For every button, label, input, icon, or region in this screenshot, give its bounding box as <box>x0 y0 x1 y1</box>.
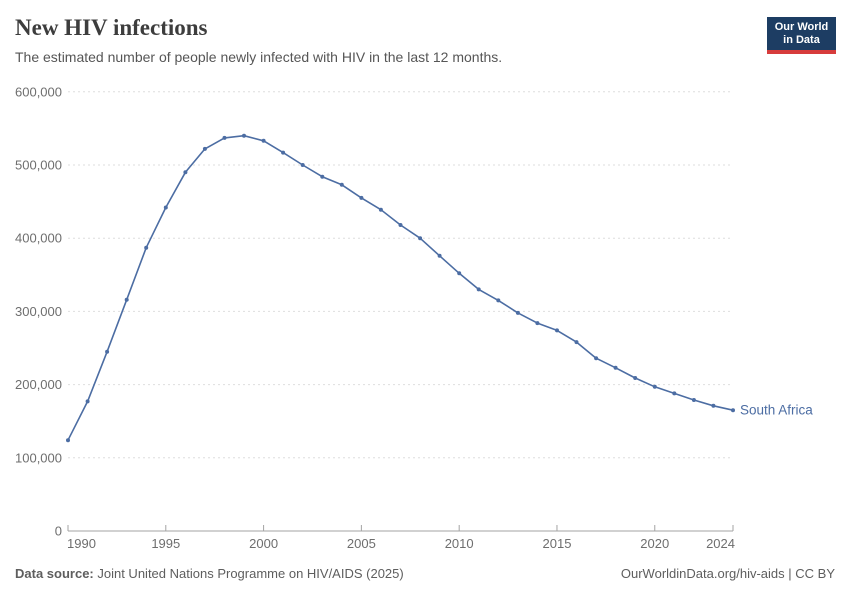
data-point[interactable] <box>242 133 246 138</box>
data-point[interactable] <box>163 205 168 210</box>
data-point[interactable] <box>711 403 716 408</box>
data-source-label: Data source: <box>15 566 94 581</box>
y-tick-label: 500,000 <box>15 158 62 173</box>
data-point[interactable] <box>359 195 364 200</box>
data-point[interactable] <box>202 146 207 151</box>
data-point[interactable] <box>398 223 403 227</box>
data-point[interactable] <box>457 271 462 276</box>
data-point[interactable] <box>652 384 657 389</box>
x-tick-label: 2015 <box>543 536 572 551</box>
data-point[interactable] <box>261 138 266 143</box>
y-tick-label: 0 <box>55 524 62 539</box>
x-tick-label: 2024 <box>706 536 735 551</box>
data-point[interactable] <box>633 376 638 380</box>
chart-subtitle: The estimated number of people newly inf… <box>15 48 503 65</box>
x-tick-label: 2005 <box>347 536 376 551</box>
data-point[interactable] <box>691 398 696 402</box>
trend-line[interactable] <box>67 134 734 441</box>
y-tick-label: 100,000 <box>15 450 62 465</box>
data-point[interactable] <box>378 207 383 212</box>
data-source-note: Data source: Joint United Nations Progra… <box>15 566 404 581</box>
data-point[interactable] <box>300 163 305 167</box>
y-tick-label: 200,000 <box>15 377 62 392</box>
chart-footer: Data source: Joint United Nations Progra… <box>15 566 835 581</box>
data-point[interactable] <box>731 408 735 413</box>
chart-header: New HIV infections The estimated number … <box>15 14 755 65</box>
data-point[interactable] <box>437 253 442 258</box>
owid-logo[interactable]: Our World in Data <box>767 17 836 54</box>
page-title: New HIV infections <box>15 15 208 40</box>
x-tick-label: 1995 <box>151 536 180 551</box>
data-point[interactable] <box>183 170 188 175</box>
data-point[interactable] <box>85 399 90 404</box>
data-point[interactable] <box>535 321 540 326</box>
data-point[interactable] <box>574 340 579 345</box>
data-source-text: Joint United Nations Programme on HIV/AI… <box>93 566 404 581</box>
y-tick-label: 400,000 <box>15 231 62 246</box>
data-point[interactable] <box>281 150 286 155</box>
x-tick-label: 2020 <box>640 536 669 551</box>
data-point[interactable] <box>594 356 599 361</box>
data-point[interactable] <box>320 174 325 179</box>
data-point[interactable] <box>222 135 227 140</box>
x-tick-label: 2010 <box>445 536 474 551</box>
data-point[interactable] <box>66 438 70 443</box>
data-point[interactable] <box>418 236 423 241</box>
data-point[interactable] <box>144 245 149 250</box>
data-point[interactable] <box>555 328 559 333</box>
y-tick-label: 600,000 <box>15 84 62 99</box>
data-point[interactable] <box>476 287 481 292</box>
owid-logo-line2: in Data <box>783 33 820 46</box>
data-point[interactable] <box>496 298 501 303</box>
x-tick-label: 2000 <box>249 536 278 551</box>
data-point[interactable] <box>339 182 344 187</box>
data-point[interactable] <box>515 310 520 315</box>
data-point[interactable] <box>124 297 129 302</box>
y-tick-label: 300,000 <box>15 304 62 319</box>
x-tick-label: 1990 <box>67 536 96 551</box>
data-point[interactable] <box>105 349 110 354</box>
license-note[interactable]: OurWorldinData.org/hiv-aids | CC BY <box>620 566 835 581</box>
series-label: South Africa <box>740 403 813 418</box>
data-point[interactable] <box>613 365 618 370</box>
data-point[interactable] <box>672 391 677 396</box>
owid-logo-line1: Our World <box>774 20 829 33</box>
